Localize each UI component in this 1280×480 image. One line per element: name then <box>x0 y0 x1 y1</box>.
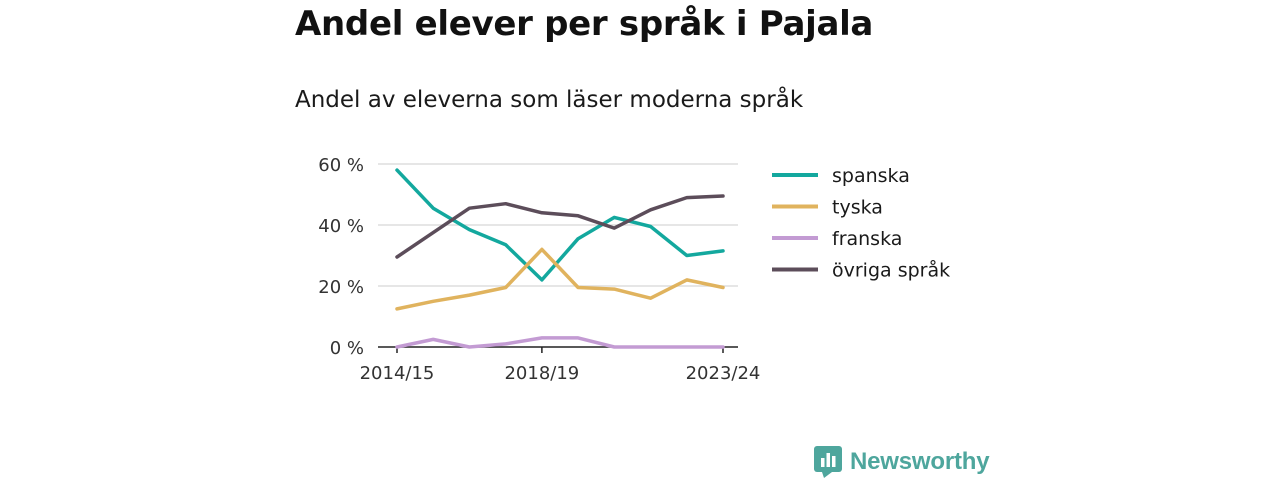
brand-name: Newsworthy <box>850 448 990 475</box>
brand-logo: Newsworthy <box>814 446 990 478</box>
legend-label: spanska <box>832 165 910 187</box>
y-tick-label: 60 % <box>318 155 364 176</box>
legend-label: tyska <box>832 197 883 219</box>
y-tick-label: 20 % <box>318 277 364 298</box>
legend-label: övriga språk <box>832 259 950 282</box>
x-tick-label: 2023/24 <box>686 363 761 384</box>
newsworthy-logo-icon <box>814 446 842 478</box>
x-tick-label: 2014/15 <box>360 363 435 384</box>
y-tick-label: 0 % <box>330 338 364 359</box>
line-chart: 0 % 20 % 40 % 60 % 2014/15 2018/19 2023/24 span… <box>318 155 950 384</box>
legend-label: franska <box>832 228 902 250</box>
series-line-franska <box>395 336 725 349</box>
chart-title: Andel elever per språk i Pajala <box>295 4 874 44</box>
x-tick-label: 2018/19 <box>504 363 579 384</box>
series-line-övriga-språk <box>395 194 725 259</box>
y-tick-label: 40 % <box>318 216 364 237</box>
series-line-tyska <box>395 247 725 311</box>
chart-subtitle: Andel av eleverna som läser moderna språ… <box>295 87 804 113</box>
